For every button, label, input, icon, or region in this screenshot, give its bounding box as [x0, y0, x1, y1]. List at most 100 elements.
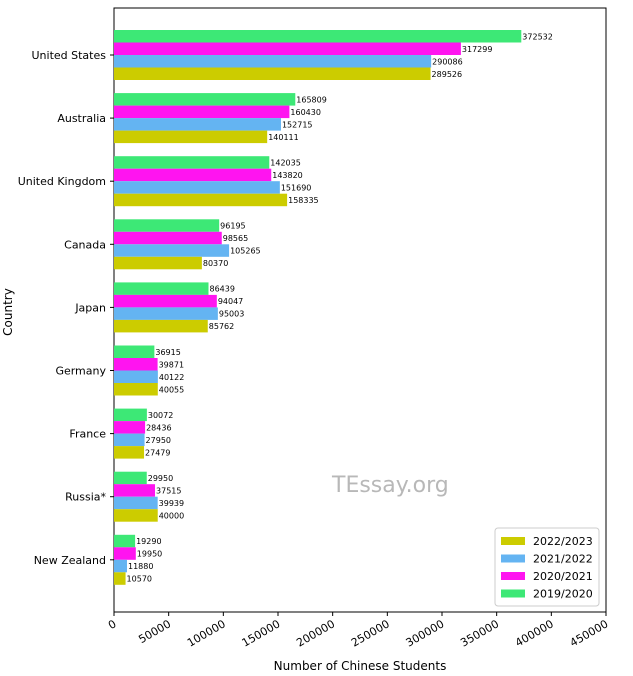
x-axis-ticks: 0 50000 100000 150000 200000 250000 300000 3500… [106, 612, 611, 650]
bar-france-2022-2023 [114, 446, 145, 459]
data-label: 290086 [432, 57, 463, 66]
data-label: 105265 [230, 247, 261, 256]
bar-australia-2020-2021 [114, 105, 290, 119]
x-tick-label: 300000 [404, 617, 447, 649]
bar-new-zealand-2022-2023 [114, 572, 126, 585]
bar-australia-2021-2022 [114, 118, 281, 131]
legend-swatch [501, 572, 525, 580]
bar-germany-2019-2020 [114, 345, 155, 358]
data-label: 27950 [146, 436, 171, 445]
legend-label: 2022/2023 [533, 535, 593, 548]
bar-russia-2022-2023 [114, 509, 158, 522]
data-label: 158335 [288, 196, 319, 205]
bar-france-2021-2022 [114, 433, 145, 447]
data-label: 289526 [432, 70, 463, 79]
y-tick-label: France [69, 428, 106, 441]
legend-swatch [501, 554, 525, 563]
data-label: 95003 [219, 310, 244, 319]
data-label: 317299 [462, 45, 493, 54]
data-label: 140111 [268, 133, 299, 142]
data-label: 85762 [209, 322, 234, 331]
x-tick-label: 100000 [185, 617, 228, 649]
legend-label: 2021/2022 [533, 553, 593, 566]
data-label: 28436 [146, 423, 171, 432]
legend-box [494, 527, 600, 607]
y-tick-label: Russia* [65, 491, 106, 504]
legend: 2022/2023 2021/2022 2020/2021 2019/2020 [494, 527, 600, 607]
y-tick-label: United Kingdom [18, 175, 106, 188]
x-tick-label: 400000 [513, 617, 556, 649]
data-label: 152715 [282, 120, 313, 129]
legend-label: 2020/2021 [533, 570, 593, 583]
data-label: 30072 [148, 411, 173, 420]
y-tick-label: Canada [64, 238, 106, 251]
data-label: 40122 [159, 373, 184, 382]
x-tick-label: 350000 [458, 617, 501, 649]
x-tick-label: 200000 [294, 617, 337, 649]
bars-group: 372532 317299 290086 289526 165809 160430 1527… [114, 30, 553, 585]
x-tick-label: 0 [106, 617, 119, 632]
x-tick-label: 150000 [240, 617, 283, 649]
bar-russia-2021-2022 [114, 496, 158, 510]
bar-russia-2020-2021 [114, 484, 156, 497]
data-label: 40000 [159, 511, 184, 520]
data-label: 19290 [136, 537, 161, 546]
data-label: 372532 [522, 32, 553, 41]
data-label: 40055 [159, 385, 184, 394]
y-tick-label: Japan [74, 301, 106, 314]
bar-france-2020-2021 [114, 421, 146, 434]
legend-swatch [501, 537, 525, 545]
bar-japan-2021-2022 [114, 307, 218, 320]
bar-japan-2019-2020 [114, 282, 209, 295]
bar-united-states-2019-2020 [114, 30, 522, 43]
bar-australia-2022-2023 [114, 130, 268, 144]
bar-russia-2019-2020 [114, 471, 147, 485]
bar-japan-2020-2021 [114, 294, 217, 308]
data-label: 96195 [220, 222, 245, 231]
data-label: 10570 [127, 575, 152, 584]
data-label: 27479 [145, 448, 170, 457]
y-axis-ticks: United States Australia United Kingdom Cana… [18, 49, 114, 567]
bar-united-states-2021-2022 [114, 55, 432, 68]
bar-germany-2022-2023 [114, 383, 158, 396]
bar-japan-2022-2023 [114, 319, 208, 333]
bar-united-states-2022-2023 [114, 67, 431, 80]
x-axis-title: Number of Chinese Students [274, 659, 447, 673]
y-tick-label: Germany [55, 365, 106, 378]
bar-new-zealand-2021-2022 [114, 559, 127, 573]
data-label: 165809 [296, 95, 327, 104]
data-label: 80370 [203, 259, 228, 268]
bar-canada-2021-2022 [114, 244, 230, 257]
legend-label: 2019/2020 [533, 588, 593, 601]
data-label: 39871 [159, 360, 184, 369]
bar-australia-2019-2020 [114, 93, 296, 106]
data-label: 143820 [272, 171, 303, 180]
y-axis-title: Country [1, 288, 15, 336]
data-label: 29950 [148, 474, 173, 483]
data-label: 86439 [210, 285, 235, 294]
bar-united-kingdom-2022-2023 [114, 193, 288, 207]
data-label: 37515 [156, 486, 181, 495]
bar-united-kingdom-2021-2022 [114, 181, 280, 194]
bar-canada-2019-2020 [114, 219, 220, 232]
x-tick-label: 250000 [349, 617, 392, 649]
bar-germany-2020-2021 [114, 358, 158, 371]
bar-united-kingdom-2019-2020 [114, 156, 270, 169]
bar-canada-2020-2021 [114, 231, 222, 245]
bar-canada-2022-2023 [114, 256, 202, 270]
bar-united-kingdom-2020-2021 [114, 168, 272, 182]
bar-new-zealand-2020-2021 [114, 547, 136, 560]
data-label: 36915 [155, 348, 180, 357]
data-label: 98565 [223, 234, 248, 243]
x-tick-label: 450000 [568, 617, 611, 649]
bar-new-zealand-2019-2020 [114, 534, 136, 548]
y-tick-label: Australia [57, 112, 106, 125]
data-label: 142035 [270, 158, 301, 167]
data-label: 151690 [281, 183, 312, 192]
data-label: 160430 [290, 108, 321, 117]
y-tick-label: New Zealand [34, 554, 106, 567]
bar-united-states-2020-2021 [114, 42, 461, 55]
data-label: 19950 [137, 550, 162, 559]
legend-swatch [501, 589, 525, 598]
